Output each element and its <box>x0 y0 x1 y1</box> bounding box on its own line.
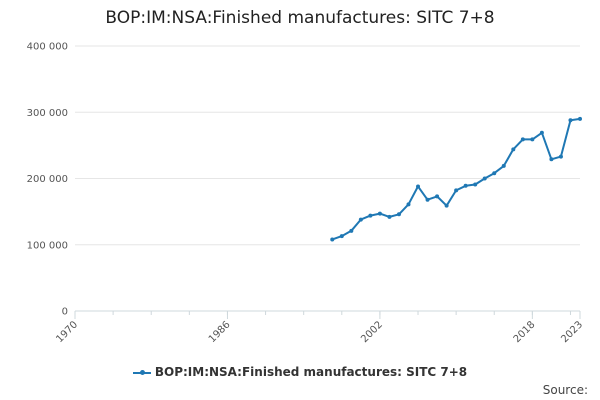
data-point[interactable] <box>578 116 582 121</box>
grid-lines <box>75 45 580 246</box>
data-point[interactable] <box>416 184 421 189</box>
data-point[interactable] <box>396 212 401 217</box>
x-tick-label: 2002 <box>359 319 385 345</box>
data-point[interactable] <box>377 211 382 216</box>
data-point[interactable] <box>358 217 363 222</box>
data-point[interactable] <box>435 194 440 199</box>
data-point[interactable] <box>558 154 563 159</box>
x-tick-label: 2023 <box>559 319 585 345</box>
y-tick-label: 100 000 <box>27 240 68 251</box>
data-point[interactable] <box>387 214 392 219</box>
data-point[interactable] <box>568 118 573 123</box>
x-tick-label: 1970 <box>54 319 80 345</box>
data-point[interactable] <box>425 197 430 202</box>
legend[interactable]: BOP:IM:NSA:Finished manufactures: SITC 7… <box>0 365 600 379</box>
y-tick-label: 200 000 <box>27 174 68 185</box>
data-point[interactable] <box>473 182 478 187</box>
data-point[interactable] <box>406 202 411 207</box>
data-point[interactable] <box>349 228 354 233</box>
data-point[interactable] <box>330 237 335 242</box>
data-point[interactable] <box>444 203 449 208</box>
data-point[interactable] <box>549 157 554 162</box>
x-tick-label: 2018 <box>512 319 538 345</box>
data-point[interactable] <box>368 213 373 218</box>
data-point[interactable] <box>463 183 468 188</box>
source-label: Source: <box>542 383 588 397</box>
data-point[interactable] <box>501 163 506 168</box>
axes: 0 100 000 200 000 300 000 400 000 1970 1986 200… <box>27 42 585 346</box>
data-point[interactable] <box>454 188 459 193</box>
series-layer <box>330 116 582 242</box>
series-line <box>331 117 581 241</box>
y-tick-label: 400 000 <box>27 42 68 53</box>
data-point[interactable] <box>492 171 497 176</box>
data-point[interactable] <box>520 137 525 142</box>
x-tick-label: 1986 <box>207 319 233 345</box>
data-point[interactable] <box>339 234 344 239</box>
legend-label: BOP:IM:NSA:Finished manufactures: SITC 7… <box>154 365 468 379</box>
y-tick-label: 300 000 <box>27 108 68 119</box>
chart-title: BOP:IM:NSA:Finished manufactures: SITC 7… <box>105 8 495 28</box>
legend-line-icon <box>132 369 151 375</box>
data-point[interactable] <box>482 176 487 181</box>
data-point[interactable] <box>530 137 535 142</box>
data-point[interactable] <box>539 130 544 135</box>
data-point[interactable] <box>511 147 516 152</box>
y-tick-label: 0 <box>62 307 68 318</box>
